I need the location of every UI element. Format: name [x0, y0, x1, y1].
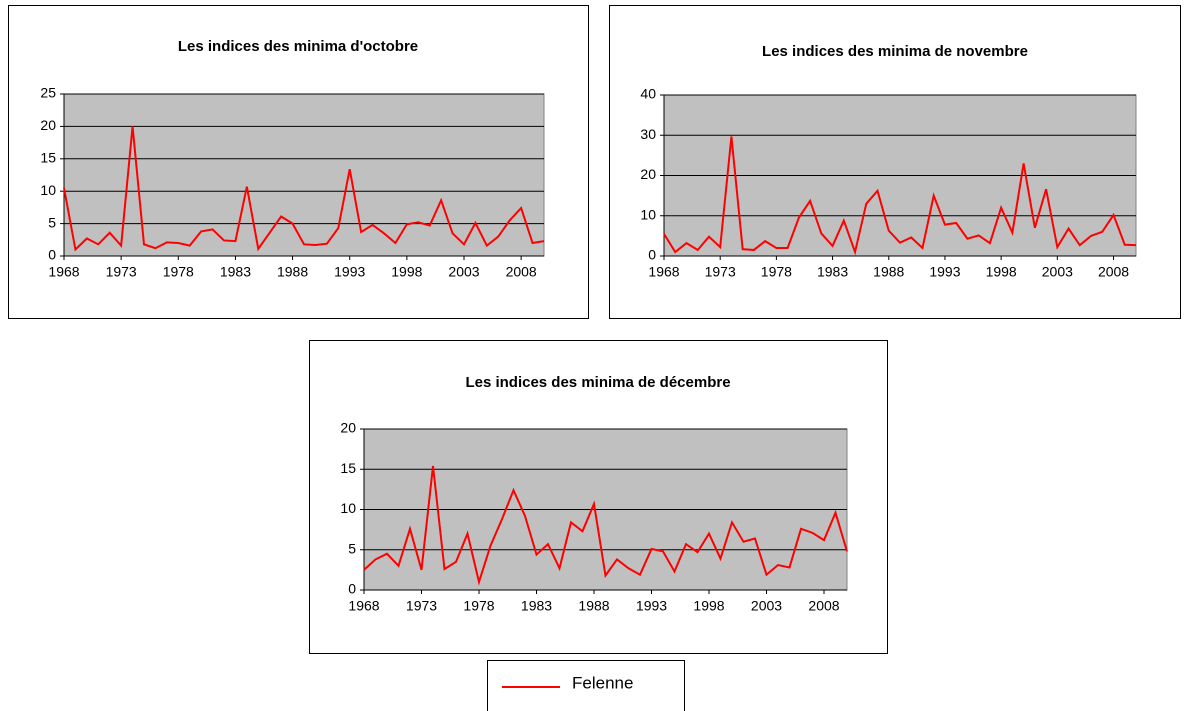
x-tick-label: 2003	[448, 264, 479, 280]
y-tick-label: 20	[640, 166, 656, 182]
y-tick-label: 20	[340, 420, 356, 436]
x-tick-label: 1973	[705, 264, 736, 280]
x-tick-label: 1988	[578, 598, 609, 614]
x-tick-label: 1983	[817, 264, 848, 280]
data-line	[63, 126, 545, 252]
x-tick-label: 2008	[506, 264, 537, 280]
x-tick-label: 1998	[391, 264, 422, 280]
data-line	[363, 465, 848, 586]
x-tick-label: 1988	[277, 264, 308, 280]
y-tick-label: 10	[640, 206, 656, 222]
x-tick-label: 1973	[106, 264, 137, 280]
x-tick-label: 1978	[463, 598, 494, 614]
x-tick-label: 1983	[220, 264, 251, 280]
x-tick-label: 1968	[48, 264, 79, 280]
y-tick-label: 0	[648, 247, 656, 263]
x-tick-label: 1968	[648, 264, 679, 280]
x-tick-label: 1978	[761, 264, 792, 280]
y-tick-label: 0	[348, 581, 356, 597]
y-tick-label: 0	[48, 247, 56, 263]
plot-area	[63, 93, 545, 257]
x-tick-label: 1993	[929, 264, 960, 280]
y-tick-label: 10	[340, 500, 356, 516]
x-tick-label: 1993	[636, 598, 667, 614]
x-tick-label: 1988	[873, 264, 904, 280]
data-line	[663, 136, 1137, 256]
y-tick-label: 25	[40, 85, 56, 101]
y-tick-label: 5	[348, 540, 356, 556]
x-tick-label: 1998	[986, 264, 1017, 280]
x-tick-label: 1998	[693, 598, 724, 614]
y-tick-label: 15	[340, 460, 356, 476]
y-tick-label: 5	[48, 214, 56, 230]
legend	[487, 660, 685, 711]
x-tick-label: 1983	[521, 598, 552, 614]
x-tick-label: 2008	[808, 598, 839, 614]
x-tick-label: 1968	[348, 598, 379, 614]
x-tick-label: 2008	[1098, 264, 1129, 280]
x-tick-label: 1993	[334, 264, 365, 280]
x-tick-label: 1973	[406, 598, 437, 614]
x-tick-label: 2003	[1042, 264, 1073, 280]
y-tick-label: 40	[640, 86, 656, 102]
x-tick-label: 1978	[163, 264, 194, 280]
y-tick-label: 15	[40, 150, 56, 166]
y-tick-label: 30	[640, 126, 656, 142]
y-tick-label: 20	[40, 117, 56, 133]
y-tick-label: 10	[40, 182, 56, 198]
chart-title: Les indices des minima d'octobre	[178, 38, 418, 55]
chart-title: Les indices des minima de novembre	[762, 43, 1028, 60]
x-tick-label: 2003	[751, 598, 782, 614]
legend-label: Felenne	[572, 673, 633, 692]
chart-title: Les indices des minima de décembre	[465, 374, 730, 391]
